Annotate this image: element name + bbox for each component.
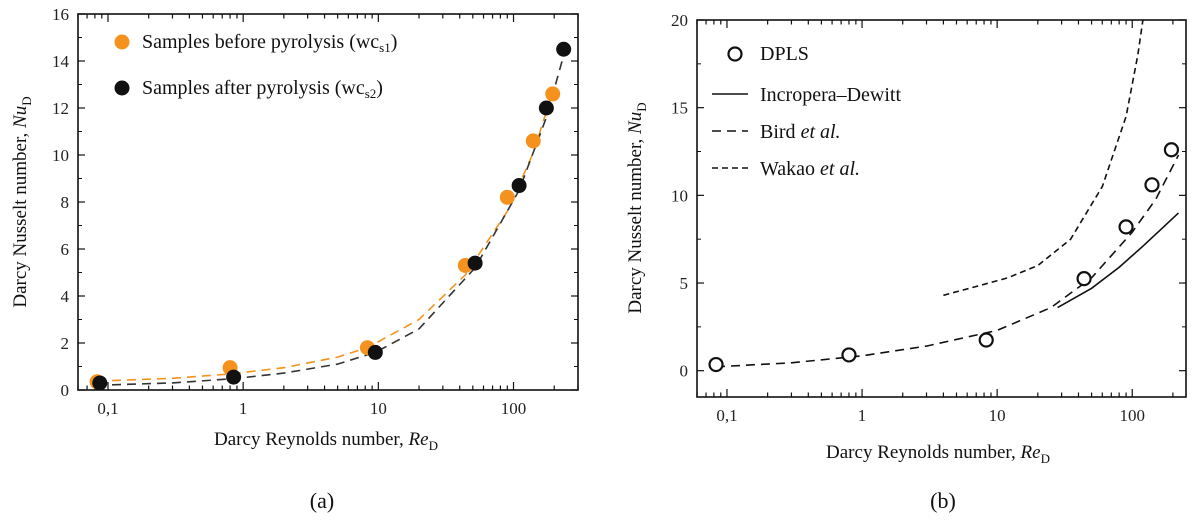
data-point — [525, 133, 541, 149]
y-tick-label: 12 — [52, 99, 69, 118]
data-point — [499, 189, 515, 205]
x-tick-label: 100 — [501, 399, 527, 418]
y-tick-label: 10 — [671, 186, 688, 205]
text-span: s1 — [379, 40, 391, 55]
text-span: D — [19, 96, 34, 105]
text-span: Darcy Reynolds number, — [214, 429, 408, 450]
fit-curve — [96, 86, 555, 382]
data-point — [708, 356, 724, 373]
legend-marker — [114, 34, 130, 50]
model-line — [715, 154, 1180, 368]
panel-b: 0,1 1 10 100 0 5 10 15 20 Darcy Reynolds number, … — [625, 11, 1187, 513]
y-tick-label: 5 — [680, 274, 689, 293]
y-tick-label: 2 — [61, 334, 70, 353]
y-tick-label: 10 — [52, 146, 69, 165]
text-span: Re — [408, 429, 429, 450]
text-span: Darcy Nusselt number, — [10, 128, 31, 308]
data-point — [467, 255, 483, 271]
legend-label: Bird et al. — [760, 121, 841, 143]
y-tick-label: 15 — [671, 99, 688, 118]
data-point — [978, 332, 994, 348]
text-span: Wakao — [760, 158, 820, 180]
x-tick-label: 1 — [858, 406, 867, 425]
x-tick-label: 10 — [989, 406, 1006, 425]
y-tick-label: 16 — [52, 5, 69, 24]
panel-caption: (a) — [310, 488, 334, 513]
text-span: Nu — [625, 112, 646, 135]
model-line — [1057, 212, 1180, 309]
data-point — [1076, 271, 1092, 287]
x-tick-label: 0,1 — [97, 399, 118, 418]
legend-label: Samples after pyrolysis (wcs2) — [142, 77, 383, 101]
data-point — [556, 41, 572, 57]
text-span: D — [634, 102, 649, 111]
text-span: Incropera–Dewitt — [760, 84, 901, 106]
legend-label: Samples before pyrolysis (wcs1) — [142, 31, 397, 55]
fit-curve — [96, 41, 569, 387]
x-tick-label: 0,1 — [716, 406, 737, 425]
legend-marker — [727, 46, 743, 62]
text-span: s2 — [365, 86, 377, 101]
text-span: et al. — [820, 158, 860, 180]
y-tick-label: 4 — [61, 287, 70, 306]
data-point — [1118, 219, 1134, 235]
y-tick-label: 8 — [61, 193, 70, 212]
data-point — [367, 344, 383, 360]
x-tick-label: 1 — [239, 399, 248, 418]
y-axis-label: Darcy Nusselt number, NuD — [10, 96, 34, 307]
data-point — [1163, 142, 1180, 158]
panel-a: 0,1 1 10 100 0 2 4 6 8 10 12 14 16 Darcy Reynolds num… — [10, 5, 579, 513]
y-tick-label: 6 — [61, 240, 70, 259]
plot-frame — [696, 19, 1187, 398]
legend-label: Wakao et al. — [760, 158, 860, 180]
data-point — [1144, 177, 1160, 193]
legend-marker — [114, 80, 130, 96]
data-point — [841, 347, 857, 363]
text-span: Samples before pyrolysis (wc — [142, 31, 379, 53]
y-tick-label: 14 — [52, 52, 70, 71]
data-point — [511, 178, 527, 194]
y-tick-label: 0 — [680, 362, 689, 381]
data-point — [226, 369, 242, 385]
data-point — [545, 86, 561, 102]
model-line — [943, 20, 1144, 297]
text-span: ) — [376, 77, 383, 99]
text-span: ) — [391, 31, 398, 53]
text-span: Nu — [10, 106, 31, 129]
y-axis-label: Darcy Nusselt number, NuD — [625, 102, 649, 313]
data-point — [92, 375, 108, 391]
text-span: Re — [1020, 442, 1041, 463]
legend-label: DPLS — [760, 43, 809, 65]
x-tick-label: 10 — [370, 399, 387, 418]
text-span: et al. — [801, 121, 841, 143]
x-tick-label: 100 — [1119, 406, 1145, 425]
text-span: Darcy Nusselt number, — [625, 134, 646, 314]
text-span: Samples after pyrolysis (wc — [142, 77, 365, 99]
text-span: DPLS — [760, 43, 809, 65]
y-tick-label: 20 — [671, 11, 688, 30]
data-point — [538, 100, 554, 116]
x-axis-label: Darcy Reynolds number, ReD — [826, 442, 1050, 466]
text-span: D — [429, 438, 438, 453]
x-axis-label: Darcy Reynolds number, ReD — [214, 429, 438, 453]
text-span: D — [1041, 451, 1050, 466]
panel-caption: (b) — [930, 488, 956, 513]
legend-label: Incropera–Dewitt — [760, 84, 901, 106]
text-span: Darcy Reynolds number, — [826, 442, 1020, 463]
y-tick-label: 0 — [61, 381, 70, 400]
text-span: Bird — [760, 121, 801, 143]
